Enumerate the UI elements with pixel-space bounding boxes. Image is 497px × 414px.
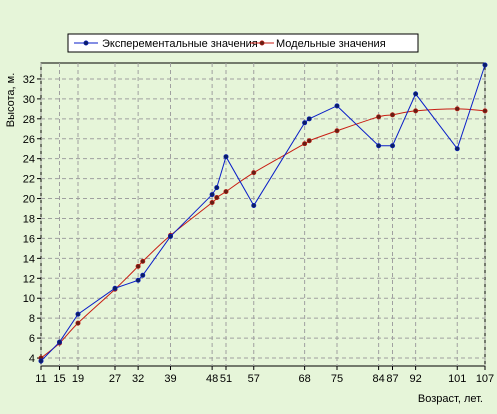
y-tick-label: 6 — [29, 333, 35, 345]
series-experimental-point — [223, 154, 229, 160]
legend-item-series-model: Модельные значения — [250, 38, 386, 50]
x-tick-label: 32 — [132, 373, 144, 385]
series-experimental-point — [168, 233, 174, 239]
x-tick-label: 92 — [410, 373, 422, 385]
x-tick-label: 27 — [109, 373, 121, 385]
series-model-point — [389, 112, 395, 118]
y-tick-label: 8 — [29, 313, 35, 325]
x-tick-label: 87 — [386, 373, 398, 385]
grid — [40, 62, 486, 367]
series-model-point — [214, 195, 220, 201]
series-experimental-point — [209, 192, 215, 198]
x-axis-label: Возраст, лет. — [418, 393, 483, 405]
legend-item-series-experimental: Эксперементальные значения — [74, 38, 258, 50]
y-tick-label: 26 — [23, 134, 35, 146]
y-tick-label: 10 — [23, 293, 35, 305]
series-experimental-point — [38, 358, 44, 364]
x-tick-label: 101 — [448, 373, 466, 385]
y-tick-label: 30 — [23, 94, 35, 106]
y-tick-label: 4 — [29, 353, 35, 365]
series-experimental-point — [56, 339, 62, 345]
series-layer — [38, 62, 488, 364]
series-model-point — [413, 108, 419, 114]
series-model-point — [223, 189, 229, 195]
series-model-point — [209, 200, 215, 206]
x-tick-label: 11 — [35, 373, 46, 385]
axes: 11 15 19 27 32 39 48 51 57 68 75 84 87 92 101 107468101… — [23, 74, 494, 385]
series-experimental-point — [214, 185, 220, 191]
x-tick-label: 19 — [72, 373, 84, 385]
series-experimental-point — [376, 143, 382, 149]
x-tick-label: 51 — [220, 373, 232, 385]
y-tick-label: 12 — [23, 273, 35, 285]
y-tick-label: 28 — [23, 114, 35, 126]
series-model-point — [251, 170, 257, 176]
series-experimental-point — [251, 203, 257, 209]
y-tick-label: 18 — [23, 213, 35, 225]
series-experimental-point — [413, 91, 419, 97]
series-experimental — [38, 62, 488, 364]
series-experimental-point — [482, 62, 488, 68]
legend-box — [67, 33, 419, 53]
series-experimental-point — [334, 103, 340, 109]
series-experimental-point — [306, 116, 312, 122]
series-model-point — [306, 138, 312, 144]
x-tick-label: 75 — [331, 373, 343, 385]
series-model-point — [454, 106, 460, 112]
series-model-point — [75, 320, 81, 326]
series-experimental-point — [389, 143, 395, 149]
series-experimental-point — [112, 285, 118, 291]
y-axis-label: Высота, м. — [5, 73, 17, 128]
x-tick-label: 39 — [164, 373, 176, 385]
series-experimental-point — [75, 311, 81, 317]
series-experimental-point — [140, 272, 146, 278]
legend-label: Эксперементальные значения — [102, 38, 258, 50]
y-tick-label: 24 — [23, 154, 35, 166]
series-model-point — [302, 141, 308, 147]
x-tick-label: 15 — [53, 373, 65, 385]
series-model-point — [140, 258, 146, 264]
series-experimental-point — [302, 120, 308, 126]
legend-swatch-marker — [259, 40, 265, 46]
y-tick-label: 16 — [23, 233, 35, 245]
legend-swatch-marker — [83, 40, 89, 46]
series-experimental-point — [454, 146, 460, 152]
x-tick-label: 57 — [248, 373, 260, 385]
y-tick-label: 14 — [23, 253, 35, 265]
y-tick-label: 22 — [23, 174, 35, 186]
y-tick-label: 32 — [23, 74, 35, 86]
legend-label: Модельные значения — [276, 38, 386, 50]
x-tick-label: 107 — [476, 373, 494, 385]
plot-area — [40, 62, 486, 367]
series-model-point — [376, 114, 382, 120]
x-tick-label: 68 — [299, 373, 311, 385]
legend: Эксперементальные значения Модельные знач… — [67, 33, 419, 53]
series-experimental-point — [135, 277, 141, 283]
y-tick-label: 20 — [23, 194, 35, 206]
x-tick-label: 84 — [373, 373, 385, 385]
x-tick-label: 48 — [206, 373, 218, 385]
series-model-point — [482, 108, 488, 114]
series-model-point — [334, 128, 340, 134]
series-model-point — [135, 263, 141, 269]
